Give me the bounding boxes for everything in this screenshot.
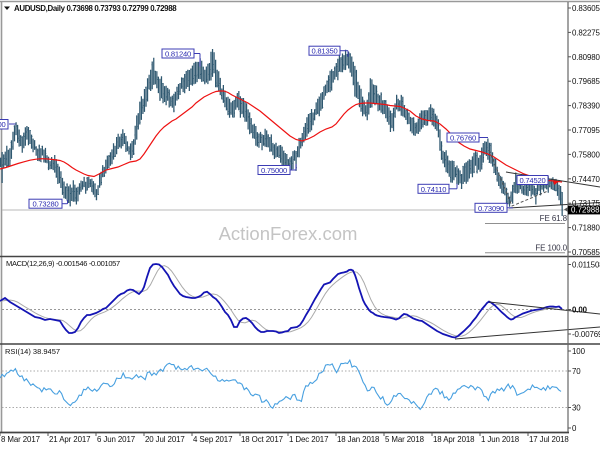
svg-text:0.81350: 0.81350 — [311, 47, 337, 56]
svg-text:0.70585: 0.70585 — [572, 248, 600, 257]
svg-text:5 Mar 2018: 5 Mar 2018 — [385, 435, 425, 444]
svg-text:0.75800: 0.75800 — [572, 150, 600, 159]
svg-text:FE 100.0: FE 100.0 — [535, 244, 567, 253]
svg-text:0.72988: 0.72988 — [571, 205, 600, 214]
svg-text:0.78390: 0.78390 — [572, 102, 600, 111]
svg-text:0.75000: 0.75000 — [261, 166, 287, 175]
svg-text:0: 0 — [572, 424, 577, 433]
svg-text:0.74520: 0.74520 — [519, 176, 545, 185]
svg-text:-0.007694: -0.007694 — [572, 330, 600, 339]
svg-text:0.77095: 0.77095 — [572, 126, 600, 135]
svg-text:4 Sep 2017: 4 Sep 2017 — [193, 435, 232, 444]
svg-text:70: 70 — [572, 367, 581, 376]
svg-text:0.81240: 0.81240 — [165, 50, 191, 59]
svg-text:AUDUSD,Daily 0.73698 0.73793: AUDUSD,Daily 0.73698 0.73793 0.72799 0.7… — [14, 4, 177, 13]
svg-text:6 Jun 2017: 6 Jun 2017 — [97, 435, 135, 444]
svg-text:RSI(14) 38.9457: RSI(14) 38.9457 — [5, 347, 60, 356]
svg-text:20 Jul 2017: 20 Jul 2017 — [145, 435, 185, 444]
svg-text:18 Apr 2018: 18 Apr 2018 — [433, 435, 475, 444]
svg-text:0.83605: 0.83605 — [572, 4, 600, 13]
svg-text:FE 61.8: FE 61.8 — [540, 214, 568, 223]
svg-text:18 Oct 2017: 18 Oct 2017 — [241, 435, 283, 444]
svg-text:ActionForex.com: ActionForex.com — [219, 223, 358, 244]
svg-text:18 Jan 2018: 18 Jan 2018 — [337, 435, 380, 444]
svg-text:0.77500: 0.77500 — [0, 120, 6, 129]
svg-text:17 Jul 2018: 17 Jul 2018 — [529, 435, 569, 444]
svg-text:30: 30 — [572, 404, 581, 413]
svg-text:0.71880: 0.71880 — [572, 224, 600, 233]
svg-text:0.74470: 0.74470 — [572, 175, 600, 184]
svg-text:0.73280: 0.73280 — [32, 200, 58, 209]
svg-text:1 Jun 2018: 1 Jun 2018 — [481, 435, 520, 444]
svg-text:100: 100 — [572, 347, 586, 356]
svg-text:8 Mar 2017: 8 Mar 2017 — [1, 435, 40, 444]
svg-text:0.80980: 0.80980 — [572, 53, 600, 62]
svg-text:0.00: 0.00 — [572, 306, 588, 315]
svg-text:0.76760: 0.76760 — [450, 134, 476, 143]
svg-text:0.011508: 0.011508 — [572, 261, 600, 270]
svg-text:21 Apr 2017: 21 Apr 2017 — [49, 435, 90, 444]
svg-text:0.74110: 0.74110 — [421, 185, 447, 194]
svg-text:1 Dec 2017: 1 Dec 2017 — [289, 435, 328, 444]
svg-text:0.73175: 0.73175 — [572, 199, 600, 208]
svg-text:0.82275: 0.82275 — [572, 28, 600, 37]
svg-text:MACD(12,26,9) -0.001546 -0.001: MACD(12,26,9) -0.001546 -0.001057 — [6, 259, 120, 268]
svg-text:0.73090: 0.73090 — [478, 204, 504, 213]
svg-text:0.79685: 0.79685 — [572, 77, 600, 86]
